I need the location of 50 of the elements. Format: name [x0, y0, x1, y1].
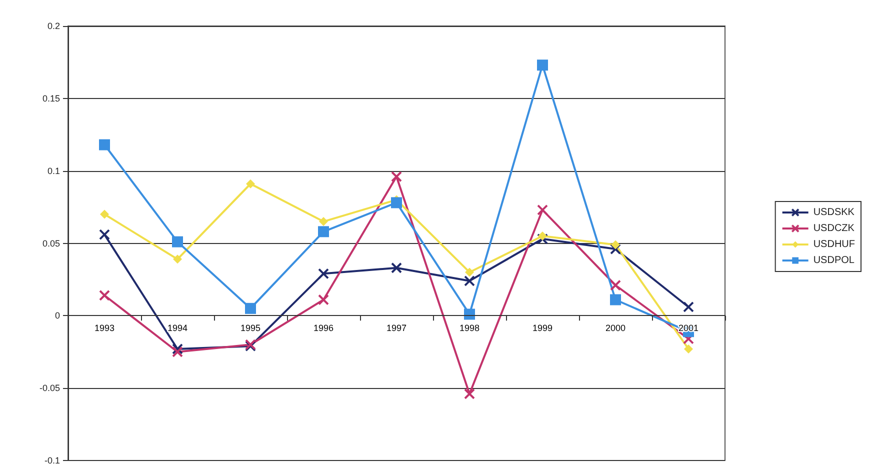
- legend-label: USDPOL: [813, 255, 855, 266]
- y-tick-label: -0.1: [44, 456, 60, 466]
- point: [318, 294, 329, 306]
- legend-label: USDCZK: [813, 223, 855, 234]
- y-tick-label: 0.05: [42, 238, 60, 248]
- point: [610, 280, 621, 291]
- point: [464, 388, 475, 400]
- point: [538, 232, 547, 241]
- point: [245, 302, 256, 314]
- point: [100, 210, 109, 219]
- point: [464, 275, 475, 286]
- x-tick-label: 1994: [167, 323, 188, 333]
- point: [684, 344, 693, 354]
- point: [172, 343, 183, 354]
- point: [172, 346, 183, 358]
- point: [319, 217, 328, 226]
- point: [610, 244, 621, 255]
- point: [391, 171, 402, 182]
- point: [246, 179, 255, 188]
- point: [99, 290, 110, 301]
- legend-label: USDHUF: [813, 239, 856, 250]
- x-tick-label: 1998: [459, 323, 480, 333]
- x-tick-label: 2000: [605, 323, 626, 333]
- point: [465, 268, 474, 277]
- point: [318, 268, 329, 280]
- point: [173, 254, 182, 264]
- point: [172, 236, 183, 248]
- y-tick-label: -0.05: [39, 383, 60, 394]
- y-tick-label: 0: [54, 310, 60, 321]
- y-tick-label: 0.15: [42, 93, 60, 104]
- x-tick-label: 1997: [386, 323, 407, 333]
- point: [464, 308, 475, 320]
- point: [537, 233, 548, 244]
- point: [683, 301, 694, 312]
- point: [610, 294, 621, 306]
- x-tick-label: 1993: [94, 323, 115, 333]
- point: [537, 204, 548, 216]
- x-tick-label: 1999: [532, 323, 553, 333]
- x-tick-label: 1995: [240, 323, 261, 333]
- y-tick-label: 0.2: [47, 21, 60, 31]
- point: [611, 240, 620, 250]
- point: [391, 197, 402, 208]
- point: [537, 60, 548, 71]
- x-tick-label: 1996: [313, 323, 334, 333]
- point: [99, 139, 110, 150]
- y-tick-label: 0.1: [47, 166, 60, 176]
- point: [391, 262, 402, 274]
- point: [99, 229, 110, 240]
- legend-label: USDSKK: [813, 207, 855, 218]
- point: [318, 226, 329, 238]
